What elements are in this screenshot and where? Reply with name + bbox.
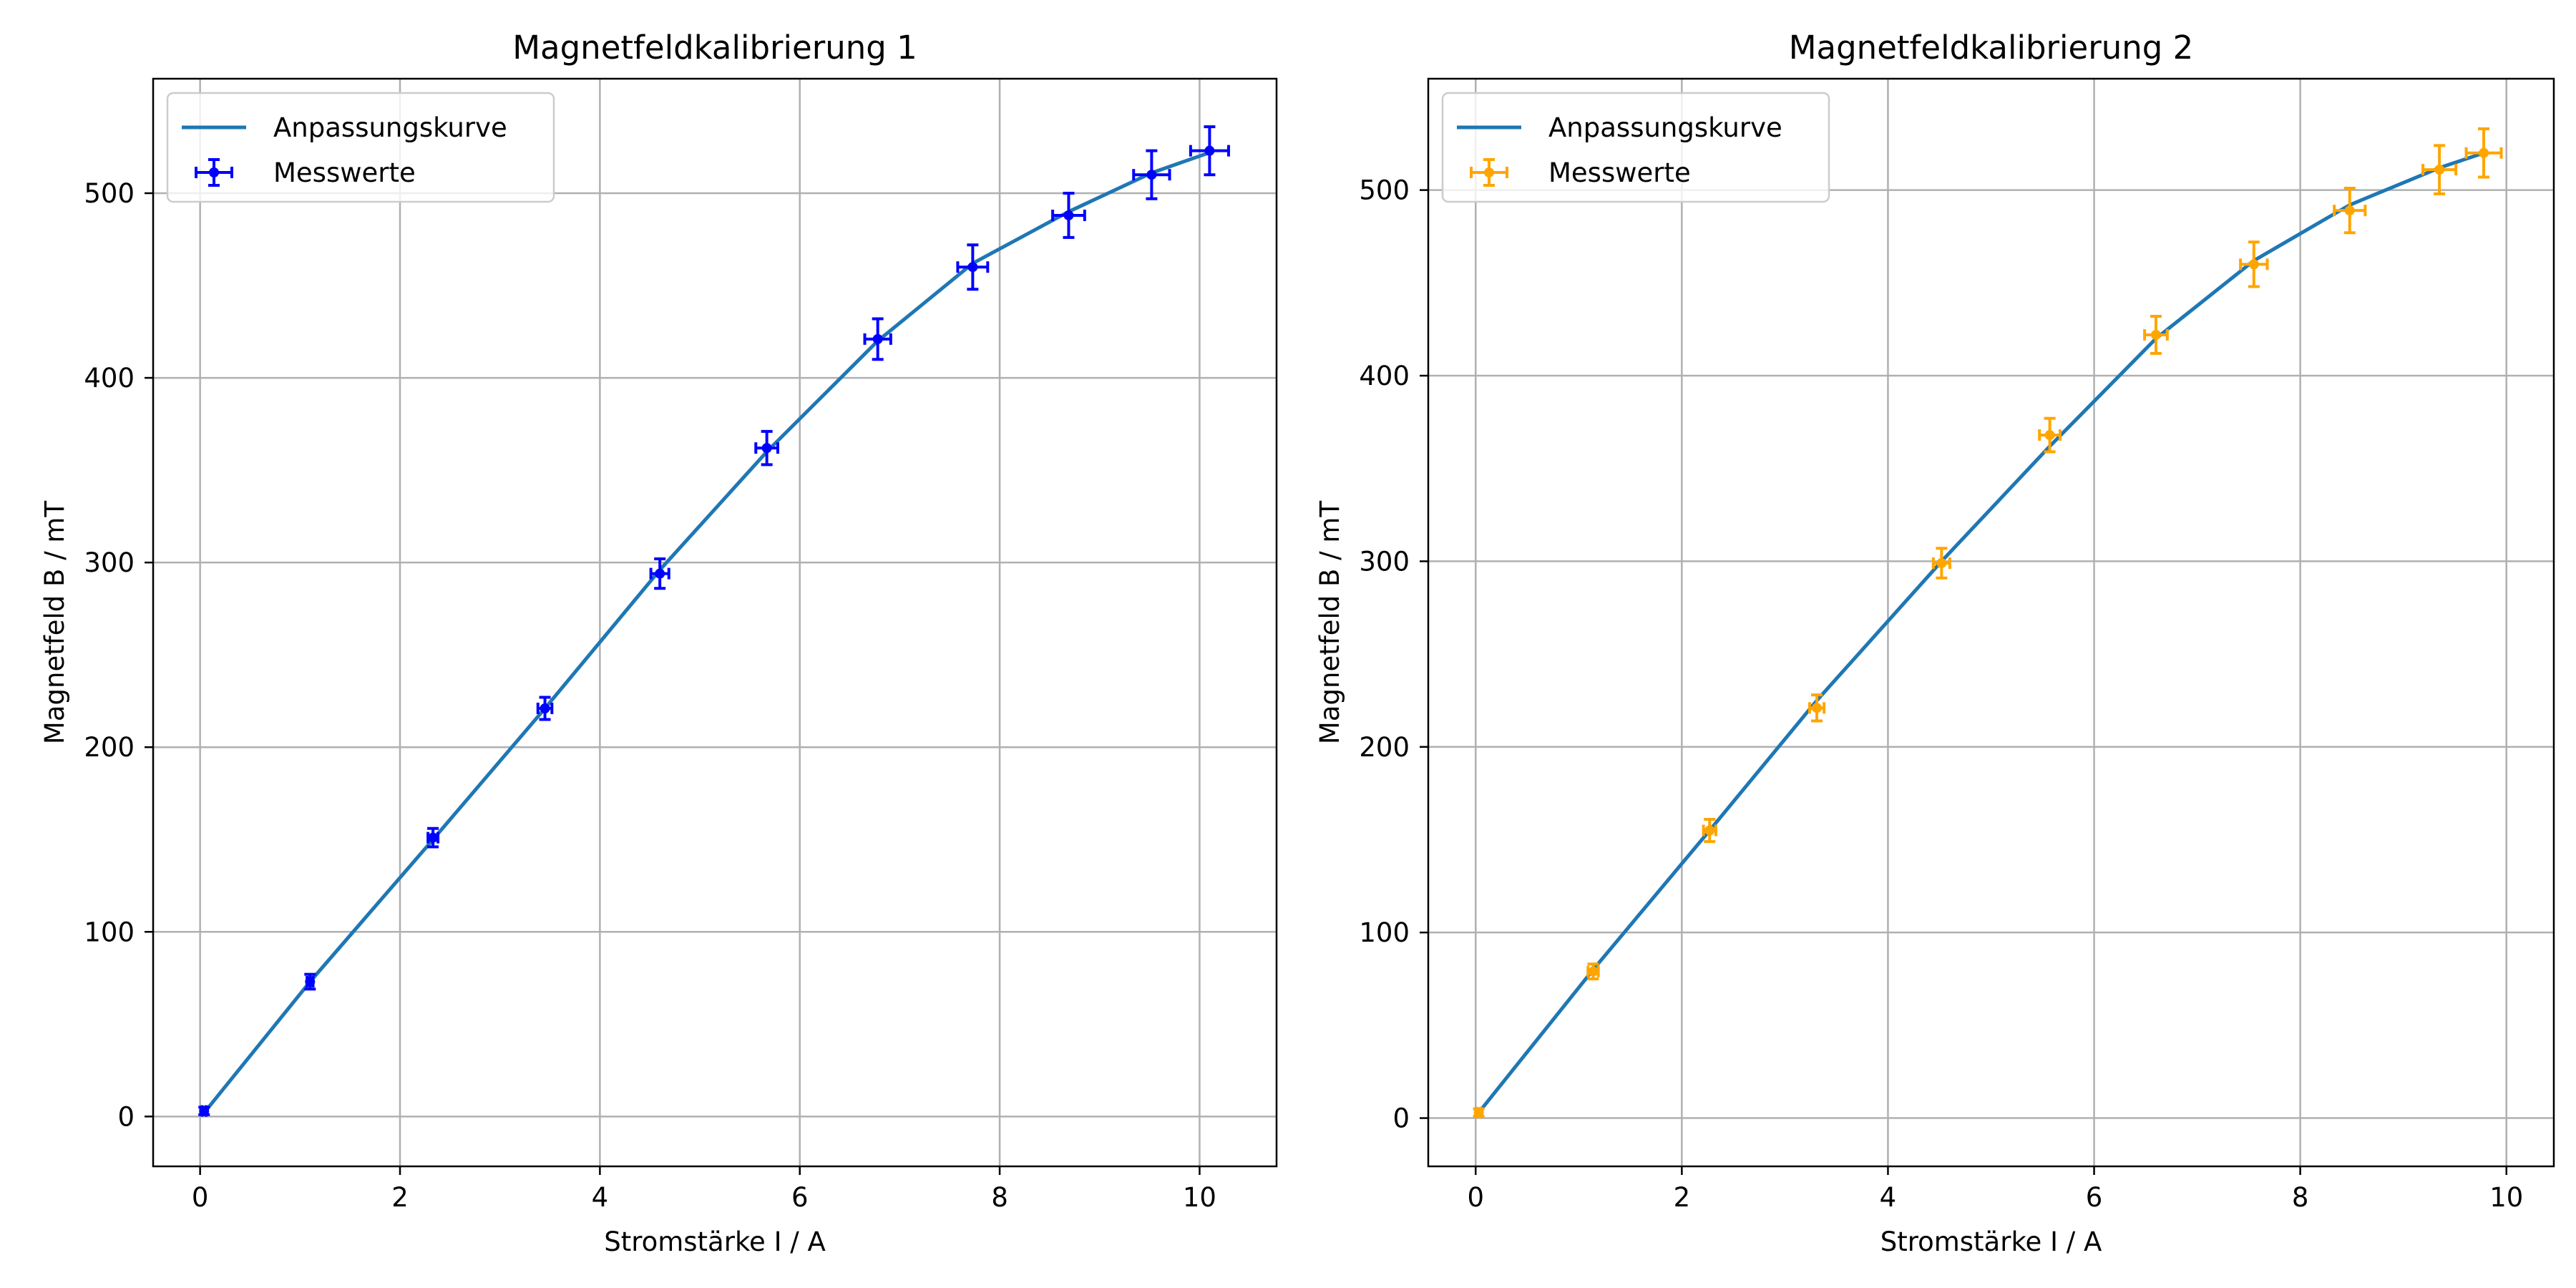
data-point-messwert (1586, 962, 1600, 981)
y-tick-label: 300 (1359, 546, 1410, 577)
legend-label: Anpassungskurve (1548, 112, 1782, 143)
legend-item: Messwerte (1470, 157, 1691, 188)
data-point-messwert (2239, 240, 2269, 288)
data-marker (967, 262, 978, 273)
data-marker (2248, 259, 2259, 270)
x-tick-label: 0 (1467, 1182, 1484, 1213)
data-marker (1588, 966, 1599, 977)
y-axis-label: Magnetfeld B / mT (1314, 501, 1345, 745)
x-tick-label: 8 (2292, 1182, 2309, 1213)
data-point-messwert (2143, 315, 2169, 355)
data-marker (872, 333, 883, 344)
y-tick-label: 500 (1359, 175, 1410, 206)
legend-label: Anpassungskurve (273, 112, 507, 143)
y-axis-label: Magnetfeld B / mT (39, 501, 70, 745)
data-marker (540, 703, 550, 713)
axes-frame (152, 77, 1278, 1168)
data-point-messwert (1051, 192, 1086, 239)
x-axis-label: Stromstärke I / A (604, 1226, 826, 1257)
data-marker (2150, 329, 2161, 340)
y-tick-label: 400 (84, 363, 135, 394)
y-tick-label: 500 (84, 178, 135, 209)
y-tick-label: 300 (84, 547, 135, 578)
x-tick-label: 4 (1880, 1182, 1897, 1213)
y-tick-label: 0 (117, 1101, 135, 1132)
data-marker (1204, 145, 1215, 156)
x-tick-label: 8 (991, 1182, 1008, 1213)
y-tick-label: 0 (1392, 1103, 1410, 1134)
legend: Anpassungskurve Messwerte (166, 92, 555, 203)
data-marker (1936, 557, 1947, 568)
data-marker (2044, 430, 2055, 441)
legend-marker (209, 167, 219, 177)
x-tick-label: 10 (2489, 1182, 2523, 1213)
data-marker (1146, 170, 1157, 180)
data-point-messwert (1132, 149, 1171, 200)
chart-title: Magnetfeldkalibrierung 2 (1789, 29, 2194, 67)
data-marker (655, 568, 665, 579)
data-point-messwert (1931, 547, 1951, 580)
data-point-messwert (1807, 693, 1826, 723)
y-tick-label: 100 (1359, 917, 1410, 948)
data-marker (428, 832, 439, 843)
data-marker (761, 443, 772, 454)
data-point-messwert (536, 696, 554, 721)
x-tick-label: 2 (391, 1182, 409, 1213)
data-point-messwert (198, 1105, 210, 1117)
data-marker (1704, 825, 1715, 836)
data-point-messwert (2421, 144, 2458, 195)
legend-label: Messwerte (1548, 157, 1691, 188)
data-point-messwert (1702, 817, 1717, 844)
x-tick-label: 2 (1674, 1182, 1691, 1213)
data-point-messwert (2038, 416, 2062, 454)
x-tick-label: 0 (192, 1182, 209, 1213)
chart-panel-2: 0 2 4 6 8 100100200300400500Magnetfeldkalibri… (1314, 29, 2555, 1257)
legend-box (166, 92, 555, 203)
y-tick-label: 400 (1359, 361, 1410, 391)
legend: Anpassungskurve Messwerte (1441, 92, 1830, 203)
data-point-messwert (426, 826, 440, 849)
data-point-messwert (863, 317, 892, 361)
axes-frame (1427, 77, 2555, 1168)
y-tick-label: 100 (84, 917, 135, 947)
data-marker (2434, 165, 2445, 175)
data-point-messwert (754, 429, 779, 467)
x-tick-label: 6 (791, 1182, 809, 1213)
data-point-messwert (2464, 127, 2503, 179)
data-point-messwert (956, 243, 990, 291)
legend-item: Messwerte (195, 157, 416, 188)
x-tick-label: 10 (1183, 1182, 1216, 1213)
data-point-messwert (304, 972, 316, 991)
data-marker (1063, 210, 1074, 220)
legend-marker (1484, 167, 1494, 177)
legend-item: Anpassungskurve (182, 112, 507, 143)
data-marker (305, 976, 316, 987)
data-point-messwert (2333, 187, 2367, 235)
legend-box (1441, 92, 1830, 203)
data-point-messwert (649, 557, 670, 590)
chart-panel-1: 0 2 4 6 8 100100200300400500Magnetfeldkalibri… (39, 29, 1278, 1257)
data-point-messwert (1473, 1106, 1485, 1118)
data-point-messwert (1189, 125, 1230, 177)
data-marker (1473, 1107, 1484, 1118)
y-tick-label: 200 (1359, 732, 1410, 763)
chart-title: Magnetfeldkalibrierung 1 (512, 29, 917, 67)
x-tick-label: 6 (2086, 1182, 2103, 1213)
y-tick-label: 200 (84, 732, 135, 763)
legend-item: Anpassungskurve (1457, 112, 1782, 143)
data-marker (2479, 147, 2489, 158)
legend-label: Messwerte (273, 157, 416, 188)
data-marker (1812, 703, 1823, 713)
data-marker (2344, 205, 2355, 216)
x-tick-label: 4 (592, 1182, 609, 1213)
x-axis-label: Stromstärke I / A (1880, 1226, 2102, 1257)
data-marker (199, 1106, 210, 1116)
